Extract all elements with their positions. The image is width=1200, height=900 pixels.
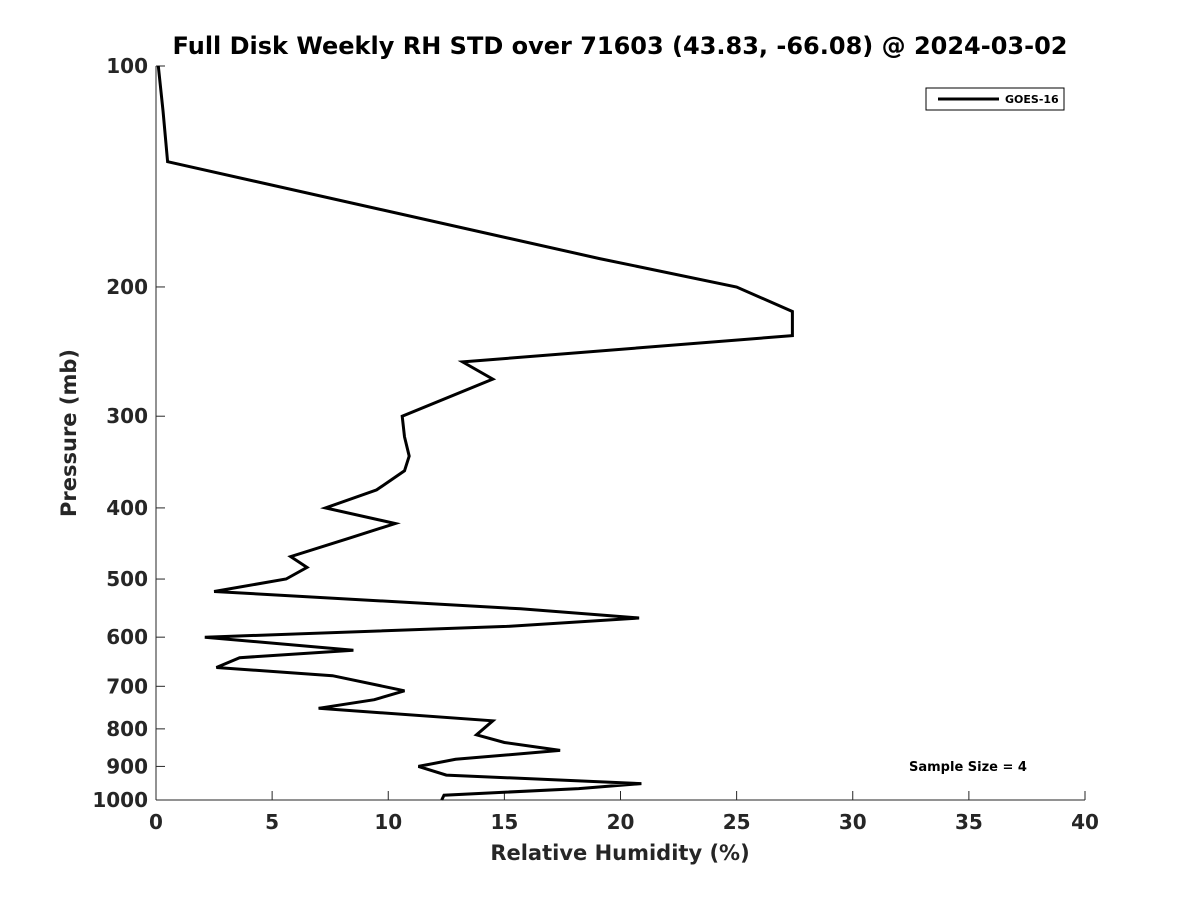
y-tick-label: 800 [106,717,148,741]
x-tick-label: 0 [149,810,163,834]
chart-title: Full Disk Weekly RH STD over 71603 (43.8… [173,32,1068,60]
x-tick-label: 20 [607,810,635,834]
x-tick-label: 40 [1071,810,1099,834]
series-line-goes-16 [156,65,794,801]
x-tick-label: 35 [955,810,983,834]
y-tick-label: 100 [106,54,148,78]
x-tick-label: 25 [723,810,751,834]
y-tick-label: 400 [106,496,148,520]
x-tick-label: 30 [839,810,867,834]
legend-entry-label: GOES-16 [1005,93,1059,106]
axes [155,66,1085,801]
x-axis-label: Relative Humidity (%) [490,841,749,865]
x-tick-label: 10 [374,810,402,834]
x-tick-label: 5 [265,810,279,834]
y-tick-label: 700 [106,674,148,698]
legend: GOES-16 [925,87,1065,111]
y-tick-label: 200 [106,275,148,299]
y-tick-label: 300 [106,404,148,428]
y-tick-label: 900 [106,754,148,778]
series-layer [156,65,794,801]
ticks: 0 5 10 15 20 25 30 35 40 100 200 300 400 500 600 700 800… [92,54,1099,834]
y-tick-label: 600 [106,625,148,649]
sample-size-annotation: Sample Size = 4 [909,760,1027,775]
y-tick-label: 1000 [92,788,148,812]
x-tick-label: 15 [490,810,518,834]
y-tick-label: 500 [106,567,148,591]
y-axis-label: Pressure (mb) [57,349,81,517]
